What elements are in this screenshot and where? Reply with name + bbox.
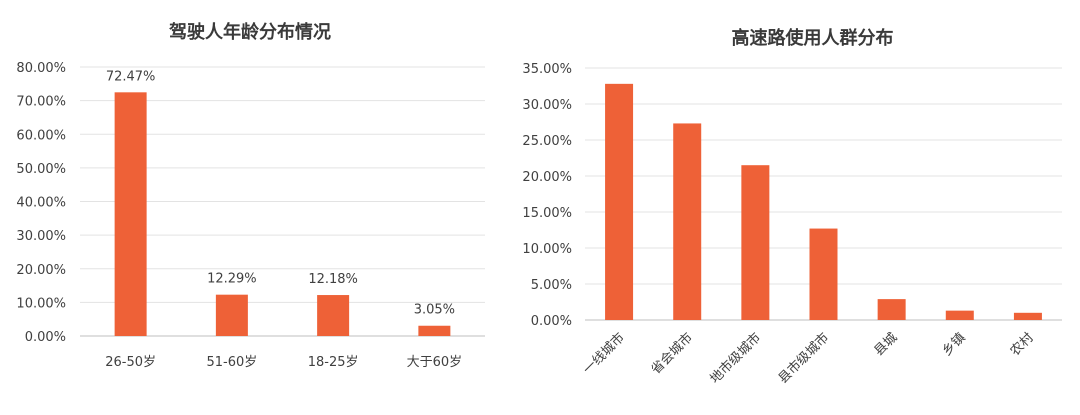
age-bar [215, 294, 248, 336]
age-data-label: 3.05% [414, 303, 455, 318]
highway-y-tick-label: 0.00% [531, 314, 572, 329]
highway-y-tick-label: 30.00% [522, 98, 572, 113]
highway-bar [605, 83, 634, 320]
age-y-tick-label: 60.00% [16, 128, 66, 143]
chart-title-highway-users: 高速路使用人群分布 [731, 28, 894, 49]
highway-category-label: 县市级城市 [775, 330, 832, 387]
age-bar [114, 92, 147, 336]
age-bar [317, 295, 350, 336]
age-y-tick-label: 0.00% [25, 330, 66, 345]
age-data-label: 12.29% [207, 272, 257, 287]
highway-bar [877, 299, 906, 320]
highway-category-label: 县城 [871, 330, 900, 359]
highway-category-label: 农村 [1008, 330, 1037, 359]
highway-category-label: 乡镇 [940, 330, 969, 359]
highway-category-label: 一线城市 [580, 330, 628, 378]
age-category-label: 26-50岁 [105, 355, 156, 370]
age-data-label: 72.47% [106, 69, 156, 84]
highway-category-label: 地市级城市 [707, 330, 764, 387]
chart-title-age-distribution: 驾驶人年龄分布情况 [169, 22, 331, 43]
age-y-tick-label: 20.00% [16, 263, 66, 278]
highway-y-tick-label: 15.00% [522, 206, 572, 221]
age-y-tick-label: 70.00% [16, 95, 66, 110]
highway-bar [673, 123, 702, 320]
age-category-label: 18-25岁 [308, 355, 359, 370]
highway-bar [945, 310, 974, 320]
highway-y-tick-label: 10.00% [522, 242, 572, 257]
age-y-tick-label: 10.00% [16, 296, 66, 311]
highway-y-tick-label: 25.00% [522, 134, 572, 149]
highway-bar [741, 165, 770, 320]
age-y-tick-label: 80.00% [16, 61, 66, 76]
age-y-tick-label: 40.00% [16, 196, 66, 211]
age-category-label: 51-60岁 [206, 355, 257, 370]
highway-bar [1013, 312, 1042, 320]
highway-y-tick-label: 20.00% [522, 170, 572, 185]
age-y-tick-label: 50.00% [16, 162, 66, 177]
highway-category-label: 省会城市 [648, 330, 696, 378]
age-data-label: 12.18% [308, 272, 358, 287]
age-y-tick-label: 30.00% [16, 229, 66, 244]
age-bar [418, 325, 451, 336]
highway-y-tick-label: 5.00% [531, 278, 572, 293]
highway-y-tick-label: 35.00% [522, 62, 572, 77]
age-category-label: 大于60岁 [407, 355, 463, 370]
highway-bar [809, 228, 838, 320]
